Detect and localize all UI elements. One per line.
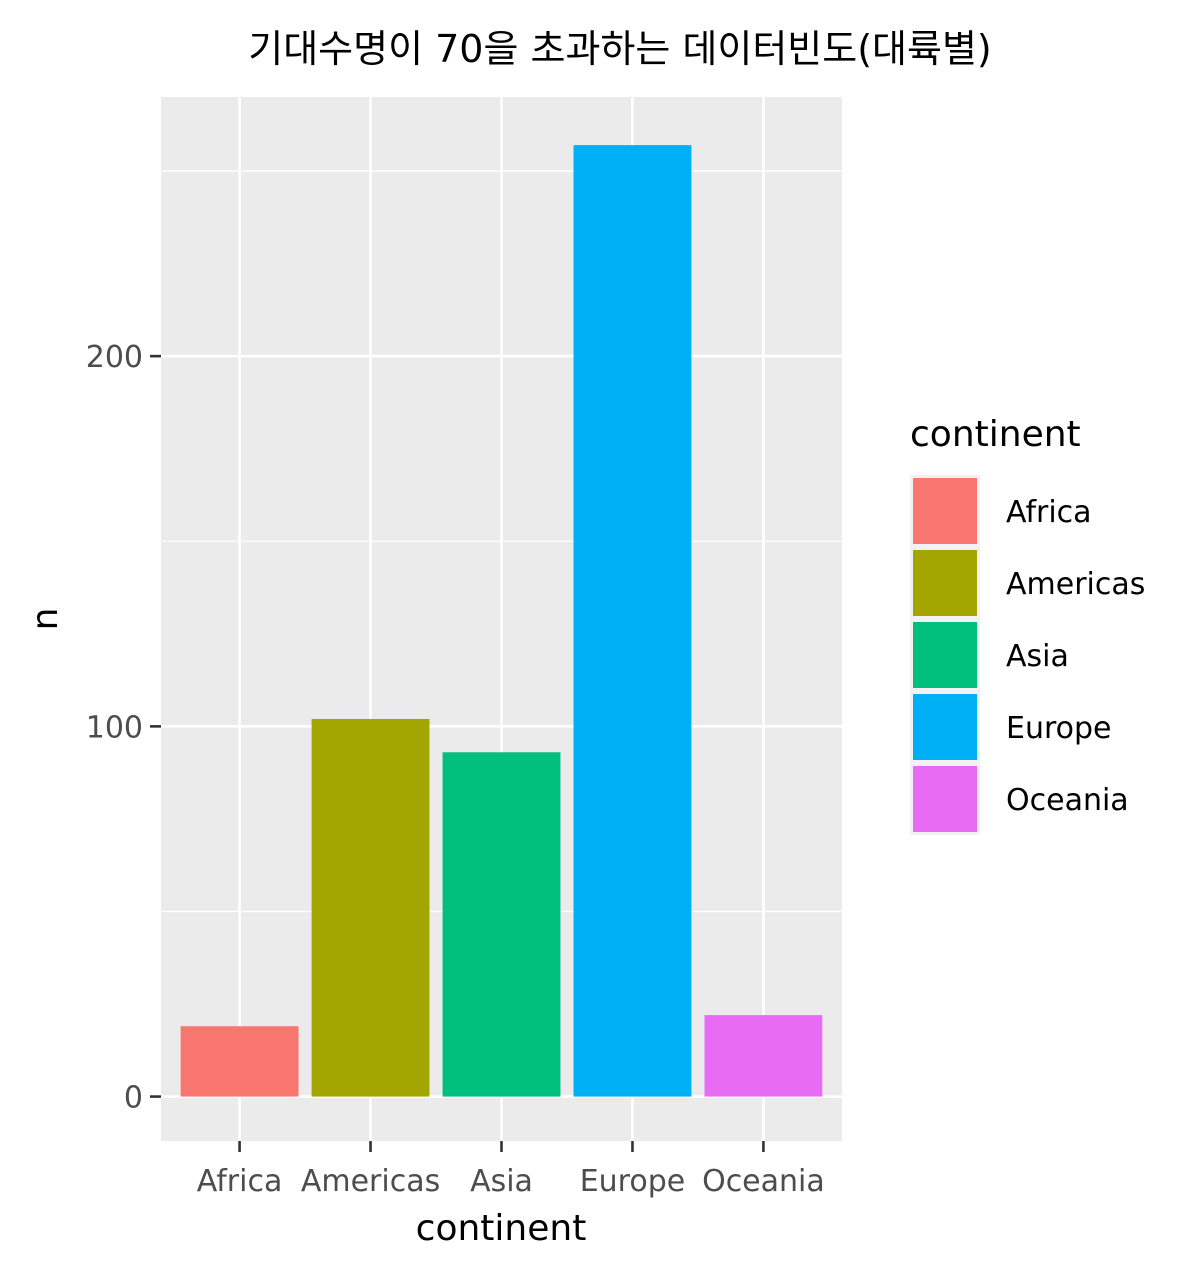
legend-title: continent [910, 414, 1081, 455]
bar-asia [442, 752, 561, 1097]
legend-swatch-americas [913, 550, 977, 616]
legend-label: Asia [1006, 639, 1069, 674]
legend-swatch-africa [913, 478, 977, 544]
legend-label: Europe [1006, 711, 1112, 746]
x-tick-label: Africa [197, 1164, 283, 1199]
x-tick-label: Asia [470, 1164, 533, 1199]
x-tick-label: Europe [580, 1164, 686, 1199]
bar-americas [311, 718, 430, 1097]
legend-items: Africa Americas Asia Europe Oceania [910, 475, 1145, 835]
legend-swatch-asia [913, 622, 977, 688]
legend-swatch-europe [913, 694, 977, 760]
bar-oceania [704, 1015, 823, 1097]
x-tick-label: Americas [301, 1164, 440, 1199]
legend-label: Americas [1006, 567, 1145, 602]
x-tick-label: Oceania [702, 1164, 825, 1199]
legend-swatch-oceania [913, 766, 977, 832]
chart-title: 기대수명이 70을 초과하는 데이터빈도(대륙별) [248, 27, 992, 71]
legend-label: Oceania [1006, 783, 1129, 818]
legend-label: Africa [1006, 495, 1092, 530]
y-tick-label: 100 [86, 710, 143, 745]
bar-europe [573, 145, 692, 1097]
y-axis-title: n [25, 608, 66, 631]
bar-africa [180, 1026, 299, 1097]
y-axis: 0 100 200 [86, 340, 161, 1116]
x-axis-title: continent [416, 1208, 587, 1249]
x-axis: Africa Americas Asia Europe Oceania [197, 1141, 825, 1199]
y-tick-label: 0 [124, 1081, 143, 1116]
y-tick-label: 200 [86, 340, 143, 375]
legend: continent Africa Americas Asia Europe Oceani… [910, 414, 1145, 835]
bars [180, 145, 823, 1097]
